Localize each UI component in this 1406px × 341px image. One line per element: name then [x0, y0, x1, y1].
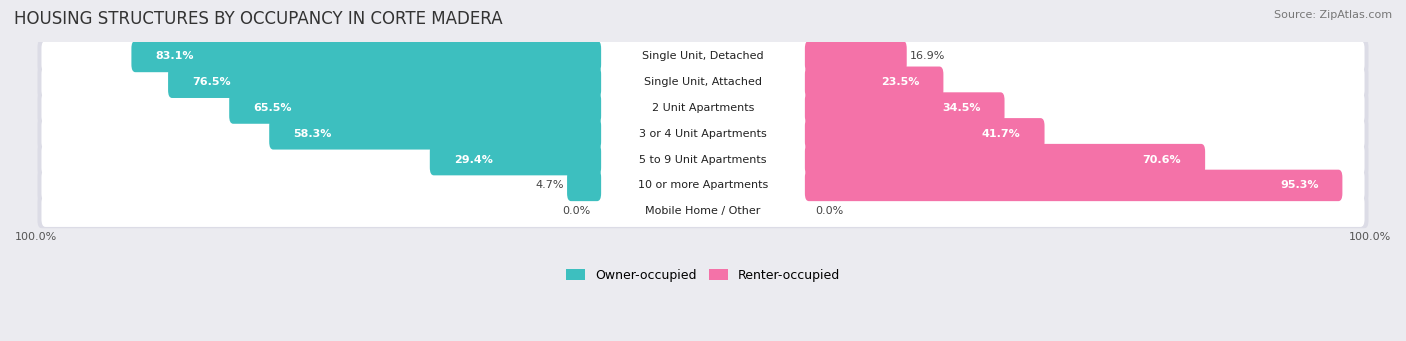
FancyBboxPatch shape: [41, 144, 1365, 175]
FancyBboxPatch shape: [41, 118, 1365, 150]
Text: 3 or 4 Unit Apartments: 3 or 4 Unit Apartments: [640, 129, 766, 139]
Text: Single Unit, Detached: Single Unit, Detached: [643, 51, 763, 61]
FancyBboxPatch shape: [38, 65, 1368, 99]
FancyBboxPatch shape: [804, 92, 1004, 124]
Text: 58.3%: 58.3%: [292, 129, 332, 139]
FancyBboxPatch shape: [567, 170, 602, 201]
Text: 95.3%: 95.3%: [1279, 180, 1319, 190]
FancyBboxPatch shape: [38, 40, 1368, 73]
FancyBboxPatch shape: [38, 194, 1368, 228]
FancyBboxPatch shape: [804, 118, 1045, 150]
FancyBboxPatch shape: [38, 143, 1368, 177]
Text: 23.5%: 23.5%: [882, 77, 920, 87]
FancyBboxPatch shape: [804, 144, 1205, 175]
Text: 41.7%: 41.7%: [981, 129, 1021, 139]
FancyBboxPatch shape: [38, 91, 1368, 125]
Text: 2 Unit Apartments: 2 Unit Apartments: [652, 103, 754, 113]
FancyBboxPatch shape: [229, 92, 602, 124]
Text: 65.5%: 65.5%: [253, 103, 291, 113]
FancyBboxPatch shape: [804, 66, 943, 98]
FancyBboxPatch shape: [38, 168, 1368, 203]
FancyBboxPatch shape: [269, 118, 602, 150]
FancyBboxPatch shape: [169, 66, 602, 98]
Text: 5 to 9 Unit Apartments: 5 to 9 Unit Apartments: [640, 154, 766, 165]
Text: 100.0%: 100.0%: [1348, 232, 1391, 242]
FancyBboxPatch shape: [131, 41, 602, 72]
Text: 16.9%: 16.9%: [910, 51, 945, 61]
Text: 10 or more Apartments: 10 or more Apartments: [638, 180, 768, 190]
Text: 100.0%: 100.0%: [15, 232, 58, 242]
Text: 29.4%: 29.4%: [454, 154, 492, 165]
FancyBboxPatch shape: [804, 170, 1343, 201]
Text: HOUSING STRUCTURES BY OCCUPANCY IN CORTE MADERA: HOUSING STRUCTURES BY OCCUPANCY IN CORTE…: [14, 10, 503, 28]
FancyBboxPatch shape: [41, 170, 1365, 201]
FancyBboxPatch shape: [41, 92, 1365, 124]
Text: 76.5%: 76.5%: [191, 77, 231, 87]
FancyBboxPatch shape: [41, 195, 1365, 227]
Text: 0.0%: 0.0%: [562, 206, 591, 216]
FancyBboxPatch shape: [41, 41, 1365, 72]
Text: 83.1%: 83.1%: [155, 51, 194, 61]
Text: 0.0%: 0.0%: [815, 206, 844, 216]
FancyBboxPatch shape: [41, 66, 1365, 98]
FancyBboxPatch shape: [430, 144, 602, 175]
FancyBboxPatch shape: [804, 41, 907, 72]
Text: 70.6%: 70.6%: [1143, 154, 1181, 165]
Text: 4.7%: 4.7%: [536, 180, 564, 190]
Text: 34.5%: 34.5%: [942, 103, 981, 113]
Text: Source: ZipAtlas.com: Source: ZipAtlas.com: [1274, 10, 1392, 20]
Text: Single Unit, Attached: Single Unit, Attached: [644, 77, 762, 87]
Legend: Owner-occupied, Renter-occupied: Owner-occupied, Renter-occupied: [561, 264, 845, 287]
FancyBboxPatch shape: [38, 117, 1368, 151]
Text: Mobile Home / Other: Mobile Home / Other: [645, 206, 761, 216]
